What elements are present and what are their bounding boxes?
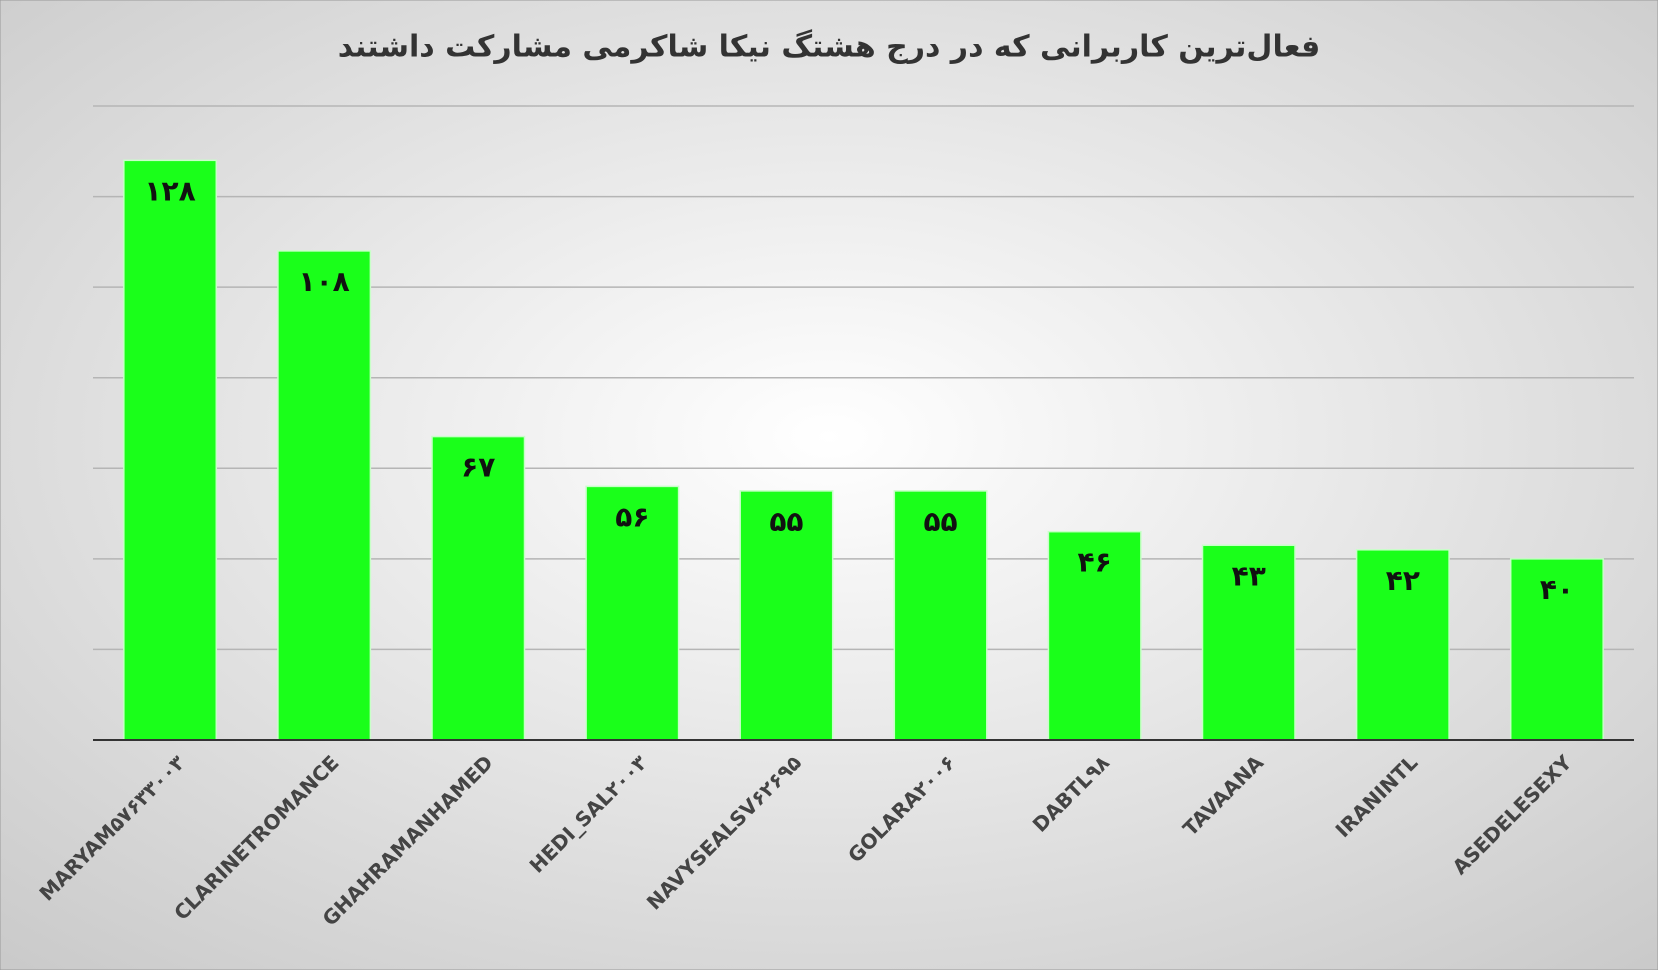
chart-title: فعال‌ترین کاربرانی که در درج هشتگ نیکا ش… (338, 29, 1321, 65)
bar (123, 159, 218, 741)
bar (739, 490, 834, 741)
value-label: ۵۵ (923, 505, 957, 538)
bar (1509, 558, 1604, 741)
bar (585, 485, 680, 741)
bar (893, 490, 988, 741)
value-label: ۴۶ (1078, 546, 1112, 579)
bar (431, 435, 526, 741)
bar (1355, 549, 1450, 741)
bar (1201, 544, 1296, 741)
bar (1047, 530, 1142, 741)
value-label: ۵۵ (769, 505, 803, 538)
value-label: ۱۰۸ (299, 265, 350, 298)
value-label: ۶۷ (461, 451, 495, 484)
value-label: ۴۲ (1386, 564, 1420, 597)
bar (277, 250, 372, 741)
value-label: ۵۶ (615, 500, 649, 533)
value-label: ۴۰ (1540, 573, 1574, 606)
value-label: ۴۳ (1232, 559, 1266, 592)
value-label: ۱۲۸ (144, 174, 195, 207)
